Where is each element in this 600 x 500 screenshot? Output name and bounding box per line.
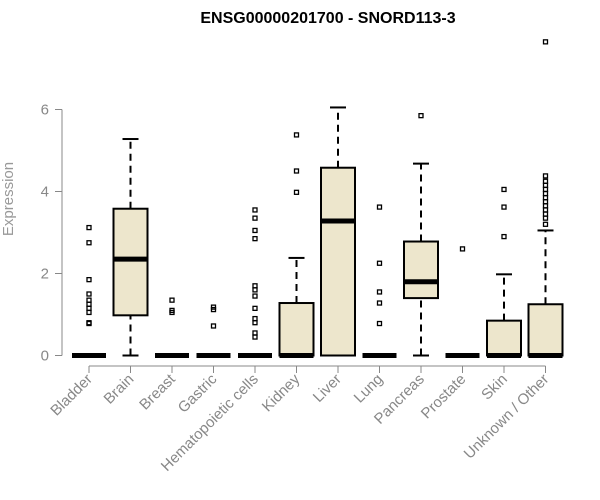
x-tick-label: Liver xyxy=(310,371,345,406)
y-axis: 0 2 4 6 xyxy=(41,102,63,365)
box-brain xyxy=(112,138,149,357)
outlier-point xyxy=(252,227,258,234)
outlier-point xyxy=(169,297,175,303)
y-tick-label: 6 xyxy=(41,102,49,119)
outlier-point xyxy=(542,182,549,189)
x-tick-label: Kidney xyxy=(259,370,304,415)
x-tick-label: Brain xyxy=(101,371,138,408)
box-lung xyxy=(362,204,397,358)
outlier-point xyxy=(542,221,549,227)
outlier-point xyxy=(252,293,258,299)
y-tick-label: 2 xyxy=(41,266,49,283)
outlier-point xyxy=(542,203,549,209)
outlier-point xyxy=(542,194,549,201)
outlier-point xyxy=(376,300,383,306)
box-breast xyxy=(155,297,189,358)
x-tick-label: Breast xyxy=(136,370,179,413)
outlier-point xyxy=(542,215,549,221)
outlier-point xyxy=(542,199,549,205)
box-body xyxy=(320,166,356,357)
outlier-point xyxy=(252,305,258,312)
outlier-point xyxy=(86,276,92,283)
outlier-point xyxy=(542,190,549,197)
outlier-point xyxy=(252,235,258,242)
box-body xyxy=(112,207,149,317)
outlier-point xyxy=(418,113,424,119)
outlier-point xyxy=(252,207,258,213)
box-body xyxy=(486,319,522,357)
outlier-point xyxy=(376,289,383,295)
outlier-point xyxy=(293,132,300,138)
box-pancreas xyxy=(403,113,439,357)
outlier-point xyxy=(542,186,549,193)
outlier-point xyxy=(86,297,92,303)
outlier-point xyxy=(542,211,549,217)
box-body xyxy=(527,303,564,357)
outlier-point xyxy=(293,189,300,195)
outlier-point xyxy=(252,287,258,293)
outlier-point xyxy=(86,309,92,316)
outlier-point xyxy=(501,233,507,240)
outlier-point xyxy=(376,320,383,327)
x-tick-label: Skin xyxy=(478,371,511,404)
outlier-point xyxy=(210,323,217,329)
outlier-point xyxy=(252,215,258,221)
outlier-point xyxy=(376,260,383,266)
chart-title: ENSG00000201700 - SNORD113-3 xyxy=(200,10,455,27)
y-tick-label: 4 xyxy=(41,184,49,201)
x-tick-label: Bladder xyxy=(47,371,96,420)
outlier-point xyxy=(376,204,383,210)
outlier-point xyxy=(542,178,549,184)
outlier-point xyxy=(542,207,549,213)
y-axis-label: Expression xyxy=(0,162,17,236)
box-liver xyxy=(320,106,356,357)
box-body xyxy=(278,302,315,357)
box-prostate xyxy=(445,246,480,358)
box-bladder xyxy=(72,224,106,358)
outlier-point xyxy=(542,173,549,179)
box-series xyxy=(72,39,564,358)
outlier-point xyxy=(293,168,300,174)
outlier-point xyxy=(252,283,258,289)
outlier-point xyxy=(86,305,92,312)
outlier-point xyxy=(86,291,92,297)
outlier-point xyxy=(501,204,507,210)
box-skin xyxy=(486,186,522,358)
box-gastric xyxy=(196,304,231,358)
outlier-point xyxy=(169,307,175,314)
outlier-point xyxy=(252,315,258,322)
outlier-point xyxy=(542,39,549,45)
outlier-point xyxy=(86,240,92,246)
box-hematopoietic-cells xyxy=(238,207,272,358)
outlier-point xyxy=(86,301,92,307)
outlier-point xyxy=(252,330,258,336)
x-tick-label: Lung xyxy=(351,371,387,407)
x-tick-label: Prostate xyxy=(418,371,470,423)
outlier-point xyxy=(86,224,92,231)
outlier-point xyxy=(459,246,466,252)
outlier-point xyxy=(252,320,258,326)
outlier-point xyxy=(501,186,507,193)
y-tick-label: 0 xyxy=(41,348,49,365)
outlier-point xyxy=(210,304,217,310)
box-body xyxy=(403,240,439,300)
box-unknown-other xyxy=(527,39,564,358)
outlier-point xyxy=(86,320,92,326)
box-kidney xyxy=(278,132,315,358)
outlier-point xyxy=(252,334,258,340)
